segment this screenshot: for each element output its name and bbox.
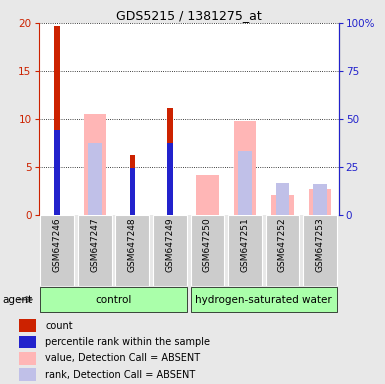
Bar (196, 175, 219, 215)
Bar (19, 368, 36, 381)
Text: GSM647251: GSM647251 (241, 217, 249, 272)
Bar (116, 215, 149, 286)
Bar (303, 215, 337, 286)
Bar (54, 130, 60, 215)
Bar (153, 215, 187, 286)
Title: GDS5215 / 1381275_at: GDS5215 / 1381275_at (116, 9, 261, 22)
Text: GSM647246: GSM647246 (53, 217, 62, 272)
Text: GSM647252: GSM647252 (278, 217, 287, 272)
Text: rank, Detection Call = ABSENT: rank, Detection Call = ABSENT (45, 370, 196, 380)
Bar (129, 168, 135, 215)
Text: count: count (45, 321, 73, 331)
Text: percentile rank within the sample: percentile rank within the sample (45, 337, 211, 347)
Text: GSM647253: GSM647253 (316, 217, 325, 272)
Text: GSM647249: GSM647249 (166, 217, 174, 272)
Bar (78, 215, 112, 286)
Bar (40, 287, 187, 312)
Bar (19, 352, 36, 365)
Bar (167, 108, 173, 215)
Bar (228, 215, 262, 286)
Text: GSM647248: GSM647248 (128, 217, 137, 272)
Bar (167, 143, 173, 215)
Bar (88, 143, 102, 215)
Bar (19, 336, 36, 349)
Bar (234, 121, 256, 215)
Bar (84, 114, 106, 215)
Bar (40, 215, 74, 286)
Text: hydrogen-saturated water: hydrogen-saturated water (195, 295, 332, 305)
Bar (276, 184, 289, 215)
Text: GSM647250: GSM647250 (203, 217, 212, 272)
Bar (191, 287, 337, 312)
Text: GSM647247: GSM647247 (90, 217, 99, 272)
Bar (271, 195, 294, 215)
Text: value, Detection Call = ABSENT: value, Detection Call = ABSENT (45, 353, 201, 363)
Bar (309, 189, 331, 215)
Bar (266, 215, 300, 286)
Bar (129, 155, 135, 215)
Bar (54, 26, 60, 215)
Bar (238, 151, 252, 215)
Text: control: control (95, 295, 132, 305)
Bar (19, 319, 36, 332)
Bar (313, 184, 327, 215)
Text: agent: agent (2, 295, 32, 305)
Bar (191, 215, 224, 286)
